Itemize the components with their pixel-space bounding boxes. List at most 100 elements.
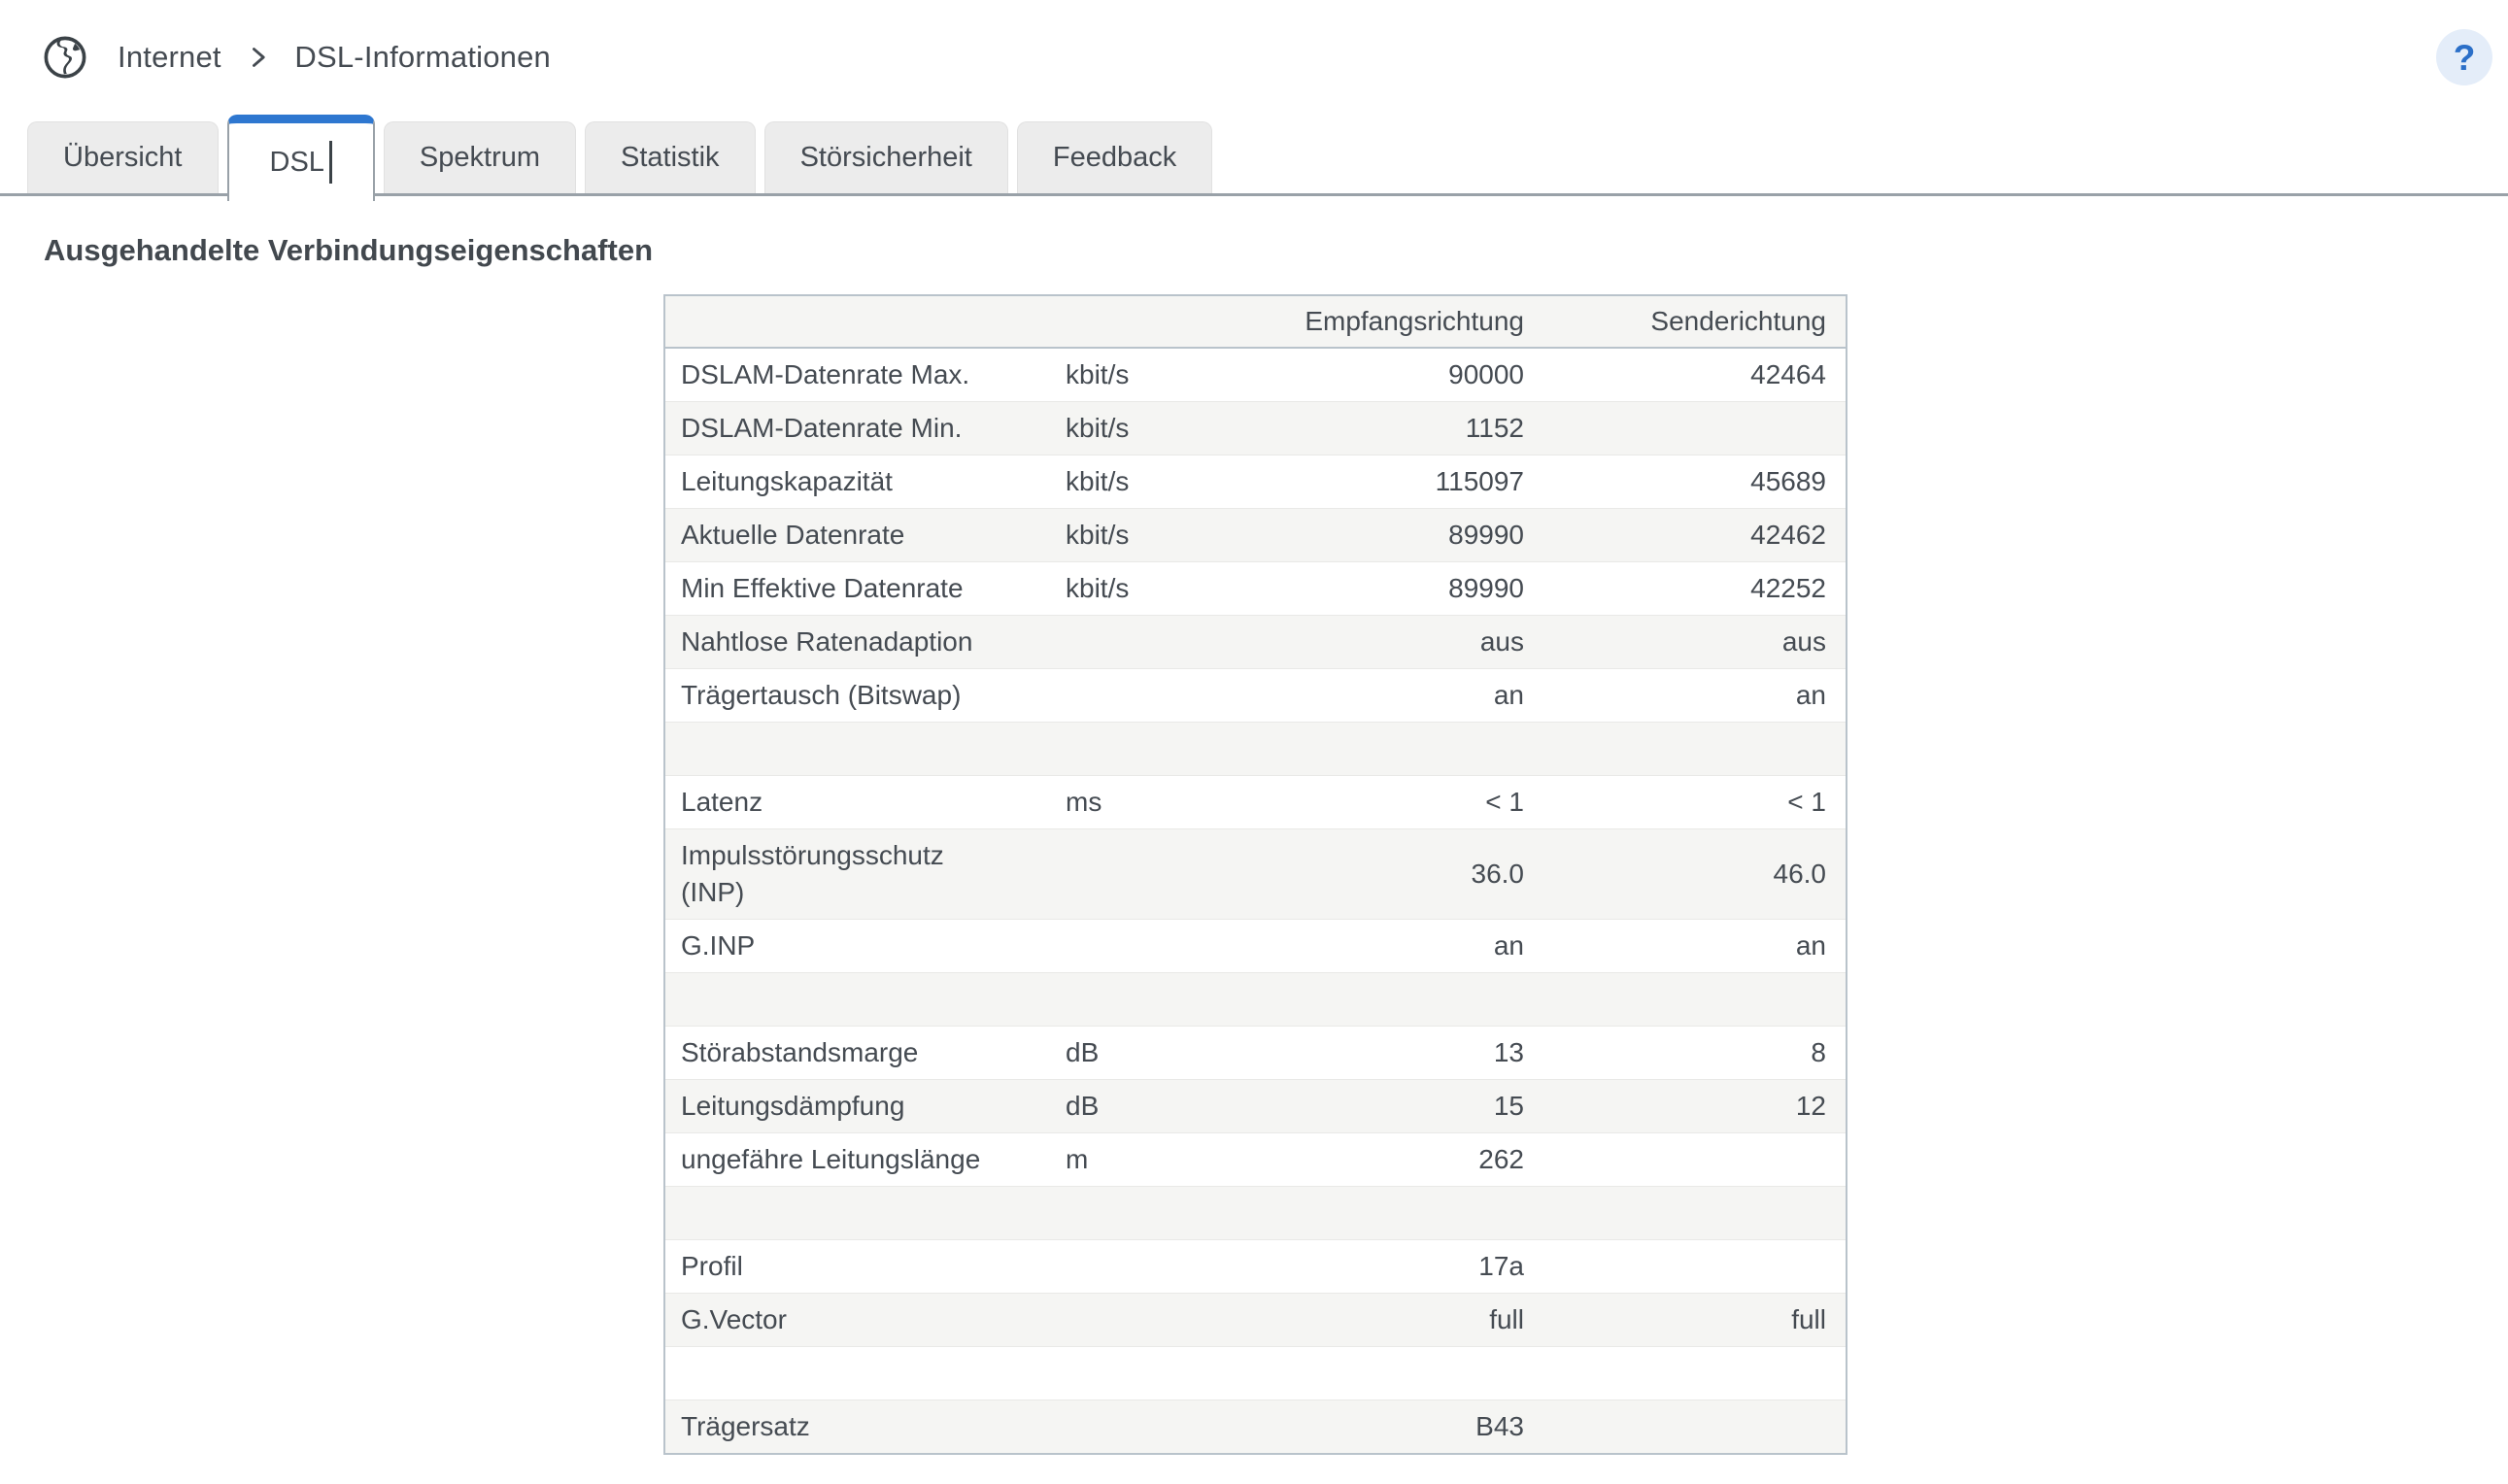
row-label: DSLAM-Datenrate Max. <box>681 359 970 389</box>
tab-label: Störsicherheit <box>799 142 972 173</box>
table-body: DSLAM-Datenrate Max. kbit/s 90000 42464 … <box>664 348 1847 1454</box>
help-button[interactable]: ? <box>2436 29 2492 85</box>
row-value-upstream: 46.0 <box>1540 828 1847 920</box>
row-value-upstream <box>1540 401 1847 455</box>
table-row: Leitungsdämpfung dB 15 12 <box>664 1079 1847 1133</box>
row-unit <box>1066 1346 1293 1400</box>
row-label <box>664 1186 1066 1240</box>
row-value-downstream: 262 <box>1293 1132 1540 1187</box>
row-value-downstream: 89990 <box>1293 561 1540 616</box>
tab-dsl[interactable]: DSL <box>226 115 375 201</box>
row-unit <box>1066 1239 1293 1294</box>
table-header-row: Empfangsrichtung Senderichtung <box>664 295 1847 349</box>
row-value-downstream: 15 <box>1293 1079 1540 1133</box>
row-value-upstream: 42462 <box>1540 508 1847 562</box>
tab-spektrum[interactable]: Spektrum <box>383 121 577 193</box>
row-value-downstream: 115097 <box>1293 455 1540 509</box>
row-label: DSLAM-Datenrate Min. <box>664 401 1066 455</box>
row-unit: dB <box>1066 1026 1293 1080</box>
table-row: Leitungskapazität kbit/s 115097 45689 <box>664 455 1847 509</box>
table-row: Trägertausch (Bitswap) an an <box>664 668 1847 723</box>
row-label <box>664 722 1066 776</box>
row-unit <box>1066 972 1293 1027</box>
row-value-upstream <box>1540 1132 1847 1187</box>
row-value-upstream <box>1540 1346 1847 1400</box>
breadcrumb-item-internet[interactable]: Internet <box>118 40 221 74</box>
table-row: Aktuelle Datenrate kbit/s 89990 42462 <box>664 508 1847 562</box>
row-value-downstream: < 1 <box>1293 775 1540 829</box>
row-value-upstream <box>1540 1239 1847 1294</box>
row-value-upstream: 45689 <box>1540 455 1847 509</box>
row-value-downstream: 90000 <box>1448 359 1524 389</box>
row-value-downstream: 17a <box>1293 1239 1540 1294</box>
row-unit <box>1066 668 1293 723</box>
row-value-upstream: full <box>1540 1293 1847 1347</box>
row-label: ungefähre Leitungslänge <box>664 1132 1066 1187</box>
row-value-downstream <box>1293 722 1540 776</box>
table-row <box>664 1186 1847 1240</box>
table-row: Trägersatz B43 <box>664 1400 1847 1454</box>
row-value-downstream: an <box>1293 668 1540 723</box>
table-row <box>664 972 1847 1027</box>
row-label: Trägersatz <box>664 1400 1066 1454</box>
row-unit: kbit/s <box>1066 561 1293 616</box>
row-unit: dB <box>1066 1079 1293 1133</box>
row-value-upstream: aus <box>1540 615 1847 669</box>
globe-icon <box>44 36 86 79</box>
row-unit <box>1066 1400 1293 1454</box>
row-value-upstream: an <box>1540 668 1847 723</box>
row-label: Aktuelle Datenrate <box>664 508 1066 562</box>
tab-feedback[interactable]: Feedback <box>1016 121 1213 193</box>
tab-stoersicherheit[interactable]: Störsicherheit <box>763 121 1008 193</box>
row-value-upstream: 12 <box>1540 1079 1847 1133</box>
row-value-downstream: an <box>1293 919 1540 973</box>
row-value-upstream <box>1540 1400 1847 1454</box>
tab-label: DSL <box>269 146 324 178</box>
breadcrumb: Internet DSL-Informationen <box>118 40 551 75</box>
row-label: Leitungskapazität <box>664 455 1066 509</box>
row-value-upstream: 8 <box>1540 1026 1847 1080</box>
tab-label: Spektrum <box>419 142 541 173</box>
row-label: Min Effektive Datenrate <box>664 561 1066 616</box>
row-unit: m <box>1066 1132 1293 1187</box>
header-upstream: Senderichtung <box>1540 295 1847 349</box>
row-value-upstream <box>1540 722 1847 776</box>
row-value-downstream: 1152 <box>1293 401 1540 455</box>
row-unit <box>1066 919 1293 973</box>
row-label: Trägertausch (Bitswap) <box>664 668 1066 723</box>
header-downstream: Empfangsrichtung <box>1293 295 1540 349</box>
tab-statistik[interactable]: Statistik <box>585 121 756 193</box>
row-unit: ms <box>1066 775 1293 829</box>
row-label: Leitungsdämpfung <box>664 1079 1066 1133</box>
row-value-downstream <box>1293 1346 1540 1400</box>
row-label: Nahtlose Ratenadaption <box>664 615 1066 669</box>
row-value-downstream <box>1293 1186 1540 1240</box>
chevron-right-icon <box>252 48 265 67</box>
row-value-downstream: full <box>1293 1293 1540 1347</box>
table-row: ungefähre Leitungslänge m 262 <box>664 1132 1847 1187</box>
tab-label: Übersicht <box>63 142 183 173</box>
row-label: G.INP <box>664 919 1066 973</box>
row-value-upstream: an <box>1540 919 1847 973</box>
table-row: Impulsstörungsschutz (INP) 36.0 46.0 <box>664 828 1847 920</box>
table-row: G.Vector full full <box>664 1293 1847 1347</box>
table-row <box>664 722 1847 776</box>
row-value-upstream: 42464 <box>1750 359 1826 389</box>
row-unit: kbit/s <box>1066 455 1293 509</box>
row-unit <box>1066 722 1293 776</box>
tab-uebersicht[interactable]: Übersicht <box>27 121 219 193</box>
row-value-downstream <box>1293 972 1540 1027</box>
text-cursor-icon <box>328 141 332 184</box>
row-unit <box>1066 1186 1293 1240</box>
help-button-label: ? <box>2453 37 2476 78</box>
row-value-downstream: 36.0 <box>1293 828 1540 920</box>
row-label <box>664 972 1066 1027</box>
row-value-downstream: B43 <box>1293 1400 1540 1454</box>
table-row: G.INP an an <box>664 919 1847 973</box>
row-unit <box>1066 615 1293 669</box>
table-row: DSLAM-Datenrate Min. kbit/s 1152 <box>664 401 1847 455</box>
row-label <box>664 1346 1066 1400</box>
row-label: Profil <box>664 1239 1066 1294</box>
breadcrumb-item-current: DSL-Informationen <box>294 40 551 74</box>
row-value-downstream: 89990 <box>1293 508 1540 562</box>
